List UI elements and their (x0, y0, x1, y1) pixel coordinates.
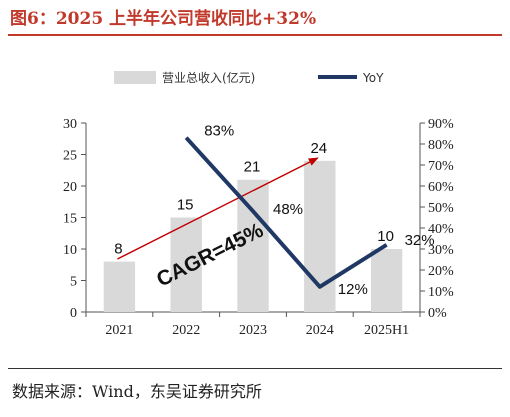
data-labels: 8 15 21 24 10 83% 48% 12% 32% (114, 123, 434, 298)
right-tick-label: 50% (428, 201, 454, 216)
bar-value-label: 24 (310, 140, 327, 157)
right-tick-label: 60% (428, 180, 454, 195)
yoy-value-label: 83% (204, 123, 234, 140)
figure-title: 图6：2025 上半年公司营收同比+32% (10, 9, 317, 29)
cagr-arrow: CAGR=45% (117, 157, 319, 292)
right-tick-label: 20% (428, 264, 454, 279)
left-tick-label: 15 (63, 212, 77, 227)
revenue-bar (170, 217, 202, 312)
right-tick-label: 80% (428, 138, 454, 153)
source-rule (8, 368, 502, 369)
left-tick-label: 0 (70, 306, 77, 321)
data-source: 数据来源：Wind，东吴证券研究所 (12, 382, 262, 401)
x-tick-label: 2025H1 (364, 323, 409, 338)
revenue-bar (304, 160, 336, 312)
bar-value-label: 10 (377, 228, 394, 245)
left-tick-label: 25 (63, 149, 77, 164)
x-tick-label: 2024 (306, 323, 334, 338)
yoy-value-label: 12% (338, 281, 368, 298)
title-rule (8, 34, 502, 36)
yoy-line (184, 136, 388, 289)
right-tick-label: 10% (428, 285, 454, 300)
right-tick-label: 90% (428, 117, 454, 132)
x-tick-label: 2022 (172, 323, 200, 338)
left-tick-label: 30 (63, 117, 77, 132)
left-tick-label: 5 (70, 275, 77, 290)
cagr-arrow-line (117, 157, 319, 260)
revenue-bar (370, 249, 403, 312)
chart-axes: 0 5 10 15 20 25 30 0% 10% 20% 30% 40% 50% 60% 70% 80% 90… (63, 117, 454, 338)
bar-value-label: 15 (177, 197, 194, 214)
right-tick-label: 30% (428, 243, 454, 258)
legend-swatch-revenue (114, 71, 156, 84)
legend-label-yoy: YoY (362, 71, 384, 85)
yoy-value-label: 48% (273, 201, 303, 218)
bar-value-label: 21 (244, 159, 261, 176)
right-tick-label: 70% (428, 159, 454, 174)
legend-label-revenue: 营业总收入(亿元) (162, 70, 255, 85)
chart-legend: 营业总收入(亿元) YoY (114, 70, 384, 85)
bar-value-label: 8 (114, 241, 122, 258)
revenue-chart: 营业总收入(亿元) YoY 0 5 10 15 20 25 30 0% 10% 20% 30% 40% 5… (63, 70, 454, 338)
x-tick-label: 2021 (105, 323, 133, 338)
left-tick-label: 10 (63, 243, 77, 258)
left-tick-label: 20 (63, 180, 77, 195)
right-tick-label: 40% (428, 222, 454, 237)
revenue-bar (103, 261, 136, 312)
yoy-polyline (184, 136, 388, 289)
right-tick-label: 0% (428, 306, 447, 321)
x-tick-label: 2023 (239, 323, 267, 338)
yoy-value-label: 32% (405, 232, 435, 249)
